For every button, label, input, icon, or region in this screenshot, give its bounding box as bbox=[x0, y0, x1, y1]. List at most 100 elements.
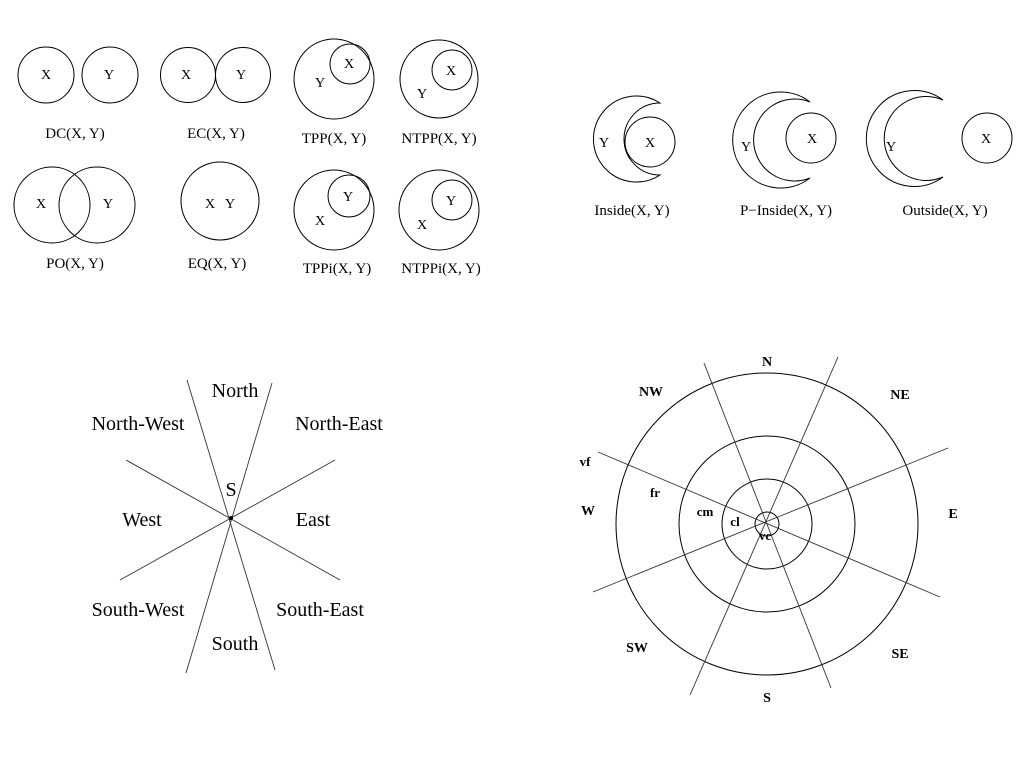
relation-caption: Inside(X, Y) bbox=[594, 203, 669, 219]
region-x-label: X bbox=[205, 197, 215, 212]
sector-label-sw: SW bbox=[626, 641, 648, 656]
relation-caption: TPPi(X, Y) bbox=[303, 261, 372, 277]
region-y-label: Y bbox=[236, 68, 246, 83]
region-x-circle bbox=[329, 43, 371, 85]
direction-label-east: East bbox=[296, 509, 331, 531]
region-x-label: X bbox=[344, 57, 354, 72]
region-y-label: Y bbox=[315, 76, 325, 91]
relation-caption: PO(X, Y) bbox=[46, 256, 104, 272]
distance-label-far: fr bbox=[650, 485, 660, 500]
region-y-label: Y bbox=[343, 190, 353, 205]
region-x-circle bbox=[17, 46, 75, 104]
rcc8-tppi-diagram: Y X TPPi(X, Y) bbox=[293, 169, 375, 277]
distance-directions-panel: N NE E SE S SW W NW vf fr cm cl vc bbox=[580, 355, 958, 706]
direction-boundary-line bbox=[125, 459, 341, 581]
region-y-circle bbox=[81, 46, 139, 104]
direction-label-north-east: North-East bbox=[295, 413, 383, 435]
distance-label-close: cl bbox=[730, 514, 740, 529]
region-x-circle bbox=[624, 116, 676, 168]
region-x-circle bbox=[785, 112, 837, 164]
concave-panel: X Y Inside(X, Y) X Y P−Inside(X, Y) X Y … bbox=[592, 90, 1013, 219]
relation-caption: NTPPi(X, Y) bbox=[401, 261, 480, 277]
region-y-circle bbox=[215, 47, 271, 103]
sector-label-e: E bbox=[948, 507, 957, 522]
direction-boundary-line bbox=[185, 382, 273, 674]
region-y-circle bbox=[293, 38, 375, 120]
relation-caption: P−Inside(X, Y) bbox=[740, 203, 832, 219]
region-y-label: Y bbox=[225, 197, 235, 212]
region-x-label: X bbox=[645, 136, 655, 151]
region-x-label: X bbox=[807, 132, 817, 147]
region-x-label: X bbox=[181, 68, 191, 83]
sector-label-n: N bbox=[762, 355, 772, 370]
rcc8-panel: X Y DC(X, Y) X Y EC(X, Y) X Y TPP(X, Y) … bbox=[13, 38, 481, 277]
rcc8-ec-diagram: X Y EC(X, Y) bbox=[160, 47, 271, 142]
direction-label-south-east: South-East bbox=[276, 599, 364, 621]
sector-boundary-line bbox=[592, 447, 949, 593]
rcc8-po-diagram: X Y PO(X, Y) bbox=[13, 166, 136, 272]
reference-point bbox=[229, 516, 233, 520]
region-x-circle bbox=[13, 166, 91, 244]
region-x-circle bbox=[398, 169, 480, 251]
region-x-label: X bbox=[981, 132, 991, 147]
relation-caption: DC(X, Y) bbox=[45, 126, 104, 142]
region-y-crescent bbox=[592, 95, 662, 183]
region-y-circle bbox=[58, 166, 136, 244]
concave-p-inside-diagram: X Y P−Inside(X, Y) bbox=[732, 91, 837, 219]
sector-boundary-line bbox=[689, 356, 839, 696]
region-xy-circle bbox=[180, 161, 260, 241]
rcc8-ntpp-diagram: X Y NTPP(X, Y) bbox=[399, 39, 479, 147]
region-y-label: Y bbox=[599, 136, 609, 151]
sector-label-se: SE bbox=[891, 647, 908, 662]
rcc8-ntppi-diagram: Y X NTPPi(X, Y) bbox=[398, 169, 481, 277]
relation-caption: TPP(X, Y) bbox=[302, 131, 366, 147]
sector-label-ne: NE bbox=[890, 388, 909, 403]
reference-object-label: S bbox=[225, 479, 236, 501]
distance-ring-close bbox=[721, 478, 813, 570]
region-y-label: Y bbox=[417, 87, 427, 102]
sector-boundary-line bbox=[597, 451, 941, 598]
concave-inside-diagram: X Y Inside(X, Y) bbox=[592, 95, 676, 219]
region-x-circle bbox=[293, 169, 375, 251]
region-x-label: X bbox=[446, 64, 456, 79]
region-y-circle bbox=[431, 179, 473, 221]
region-y-label: Y bbox=[741, 140, 751, 155]
region-y-circle bbox=[327, 174, 371, 218]
direction-label-south-west: South-West bbox=[92, 599, 185, 621]
region-x-circle bbox=[961, 112, 1013, 164]
region-x-label: X bbox=[41, 68, 51, 83]
direction-label-south: South bbox=[212, 633, 259, 655]
sector-boundary-line bbox=[703, 362, 832, 689]
distance-ring-very-close bbox=[754, 511, 780, 537]
concave-outside-diagram: X Y Outside(X, Y) bbox=[865, 90, 1013, 219]
distance-ring-far bbox=[615, 372, 919, 676]
region-x-circle bbox=[431, 49, 473, 91]
distance-label-very-far: vf bbox=[580, 454, 592, 469]
region-y-crescent bbox=[865, 90, 944, 187]
region-y-label: Y bbox=[446, 194, 456, 209]
region-x-label: X bbox=[315, 214, 325, 229]
sector-label-w: W bbox=[581, 504, 595, 519]
rcc8-dc-diagram: X Y DC(X, Y) bbox=[17, 46, 139, 142]
direction-label-north-west: North-West bbox=[92, 413, 185, 435]
region-y-label: Y bbox=[104, 68, 114, 83]
direction-boundary-line bbox=[186, 379, 276, 671]
cone-directions-panel: S North North-East East South-East South… bbox=[92, 379, 383, 674]
sector-label-nw: NW bbox=[639, 385, 663, 400]
region-y-label: Y bbox=[886, 140, 896, 155]
region-x-label: X bbox=[417, 218, 427, 233]
distance-label-medium: cm bbox=[697, 504, 714, 519]
region-x-label: X bbox=[36, 197, 46, 212]
region-y-crescent bbox=[732, 91, 811, 189]
direction-label-north: North bbox=[212, 380, 259, 402]
sector-label-s: S bbox=[763, 691, 771, 706]
region-y-circle bbox=[399, 39, 479, 119]
region-y-label: Y bbox=[103, 197, 113, 212]
rcc8-tpp-diagram: X Y TPP(X, Y) bbox=[293, 38, 375, 147]
distance-ring-medium bbox=[678, 435, 856, 613]
direction-label-west: West bbox=[122, 509, 162, 531]
direction-boundary-line bbox=[119, 459, 336, 581]
relation-caption: EC(X, Y) bbox=[187, 126, 245, 142]
distance-label-very-close: vc bbox=[759, 528, 772, 543]
